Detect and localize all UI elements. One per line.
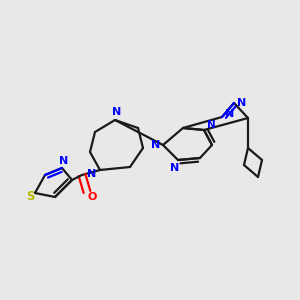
Text: N: N [225,109,235,119]
Text: N: N [207,120,215,130]
Text: N: N [237,98,247,108]
Text: S: S [26,190,34,202]
Text: N: N [112,107,122,117]
Text: N: N [87,169,97,179]
Text: O: O [87,192,97,202]
Text: N: N [152,140,160,150]
Text: N: N [170,163,180,173]
Text: N: N [59,156,69,166]
